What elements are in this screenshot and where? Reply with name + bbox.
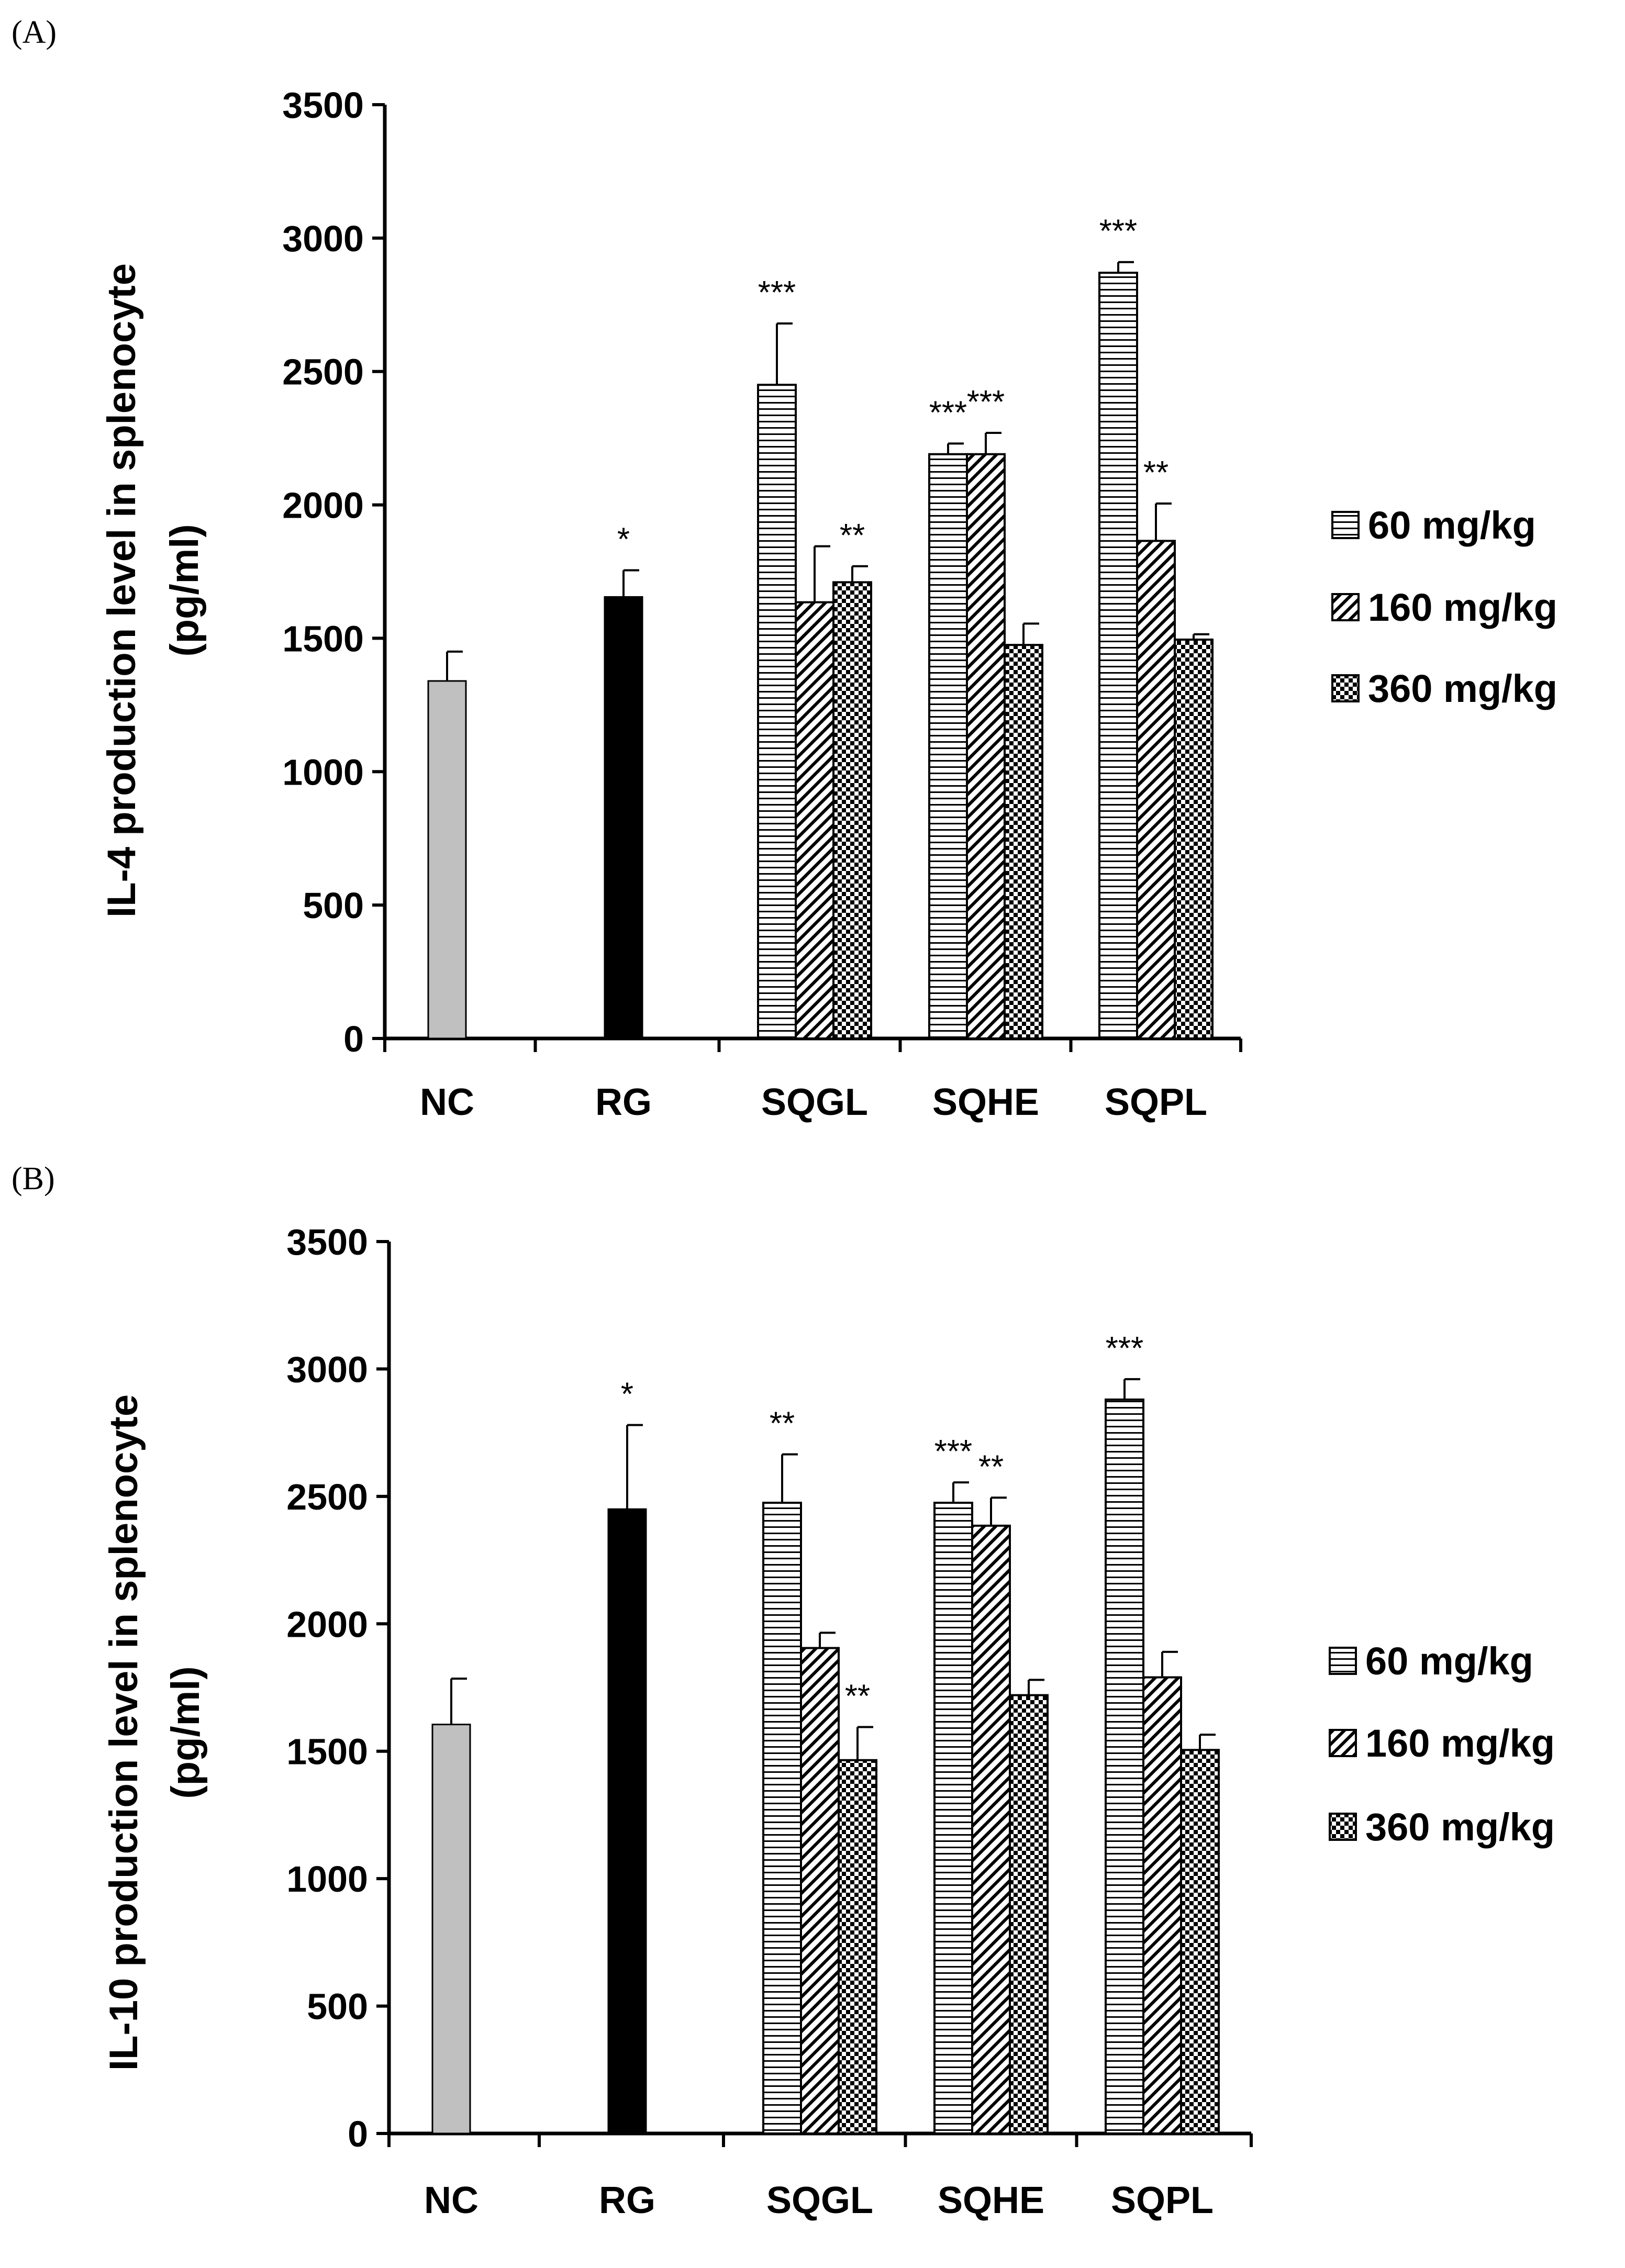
x-tick-label: RG — [595, 1081, 652, 1123]
legend-swatch — [1331, 511, 1360, 539]
legend-label: 160 mg/kg — [1365, 1722, 1555, 1765]
y-tick-label: 1000 — [286, 1859, 368, 1900]
y-tick-label: 2000 — [282, 485, 364, 526]
y-tick-label: 1500 — [282, 618, 364, 659]
bar-rg — [607, 1508, 647, 2135]
bar-sqgl-series-2 — [800, 1647, 840, 2135]
x-tick-label: NC — [420, 1081, 474, 1123]
y-axis-title: IL-4 production level in splenocyte — [99, 263, 144, 918]
legend-swatch — [1331, 674, 1360, 702]
bar-sqgl-series-1 — [762, 1502, 802, 2135]
x-tick-label: SQHE — [932, 1081, 1039, 1123]
y-tick-label: 2500 — [286, 1477, 368, 1517]
y-tick-label: 2000 — [286, 1604, 368, 1645]
bar-sqgl-series-2 — [795, 601, 834, 1040]
significance-label: *** — [929, 395, 967, 431]
bar-sqhe-series-1 — [933, 1502, 973, 2135]
panel-b: (B) IL-10 production level in splenocyte… — [12, 1161, 1555, 2221]
y-axis-unit: (pg/ml) — [162, 524, 207, 656]
x-tick-label: NC — [424, 2180, 478, 2221]
y-tick-label: 0 — [343, 1019, 364, 1059]
legend-label: 60 mg/kg — [1368, 504, 1536, 547]
bar-sqpl-series-3 — [1180, 1749, 1220, 2135]
bar-sqpl-series-3 — [1174, 638, 1214, 1040]
legend-swatch — [1329, 1729, 1357, 1757]
legend-swatch — [1329, 1813, 1357, 1841]
bar-nc — [431, 1724, 471, 2135]
bar-rg — [604, 596, 643, 1040]
significance-label: ** — [978, 1449, 1004, 1485]
panel-label: (B) — [12, 1161, 55, 1197]
x-tick-label: SQGL — [766, 2180, 873, 2221]
x-tick-label: SQGL — [761, 1081, 868, 1123]
y-tick-label: 3000 — [286, 1349, 368, 1390]
y-tick-label: 500 — [303, 885, 364, 926]
x-tick-label: SQHE — [938, 2180, 1044, 2221]
significance-label: *** — [934, 1434, 972, 1470]
legend-swatch — [1331, 593, 1360, 621]
bar-sqgl-series-1 — [757, 384, 797, 1040]
significance-label: ** — [1143, 455, 1168, 491]
y-tick-label: 500 — [307, 1986, 368, 2027]
significance-label: * — [617, 521, 630, 557]
bar-sqpl-series-2 — [1142, 1676, 1182, 2135]
panel-label: (A) — [12, 15, 57, 50]
y-axis-unit: (pg/ml) — [163, 1666, 208, 1798]
plot-area: 0 500 1000 1500 2000 2500 3000 3500 NC RG SQGL SQHE… — [286, 1222, 1555, 2221]
significance-label: ** — [840, 518, 865, 554]
y-tick-label: 2500 — [282, 352, 364, 393]
significance-label: *** — [1099, 214, 1137, 250]
bar-sqgl-series-3 — [832, 581, 872, 1040]
significance-label: *** — [758, 275, 796, 311]
x-tick-label: SQPL — [1105, 1081, 1207, 1123]
legend-label: 360 mg/kg — [1365, 1805, 1555, 1849]
bar-sqpl-series-1 — [1098, 272, 1138, 1040]
y-tick-label: 1500 — [286, 1731, 368, 1772]
bar-sqgl-series-3 — [838, 1759, 877, 2135]
y-tick-label: 1000 — [282, 752, 364, 792]
bar-sqpl-series-2 — [1136, 540, 1176, 1040]
x-tick-label: RG — [599, 2180, 655, 2221]
bar-sqhe-series-1 — [928, 453, 968, 1040]
bar-sqhe-series-2 — [971, 1524, 1011, 2135]
legend-label: 360 mg/kg — [1368, 667, 1557, 710]
significance-label: ** — [845, 1678, 870, 1714]
bar-nc — [427, 680, 467, 1040]
legend-label: 160 mg/kg — [1368, 586, 1557, 629]
legend-swatch — [1329, 1647, 1357, 1675]
y-tick-label: 3000 — [282, 218, 364, 259]
x-tick-label: SQPL — [1111, 2180, 1214, 2221]
y-axis-title: IL-10 production level in splenocyte — [102, 1394, 146, 2071]
bar-sqpl-series-1 — [1105, 1398, 1144, 2135]
panel-a: (A) IL-4 production level in splenocyte … — [12, 15, 1557, 1123]
bar-sqhe-series-2 — [966, 453, 1006, 1040]
y-tick-label: 0 — [348, 2114, 368, 2154]
y-tick-label: 3500 — [286, 1222, 368, 1263]
plot-area: 0 500 1000 1500 2000 2500 3000 3500 NC RG SQGL SQHE… — [282, 85, 1557, 1123]
legend-label: 60 mg/kg — [1365, 1639, 1533, 1683]
significance-label: *** — [1106, 1331, 1143, 1367]
bar-sqhe-series-3 — [1009, 1694, 1049, 2135]
significance-label: * — [621, 1377, 633, 1413]
significance-label: *** — [967, 384, 1005, 420]
y-tick-label: 3500 — [282, 85, 364, 126]
significance-label: ** — [770, 1406, 795, 1442]
bar-sqhe-series-3 — [1004, 644, 1043, 1040]
